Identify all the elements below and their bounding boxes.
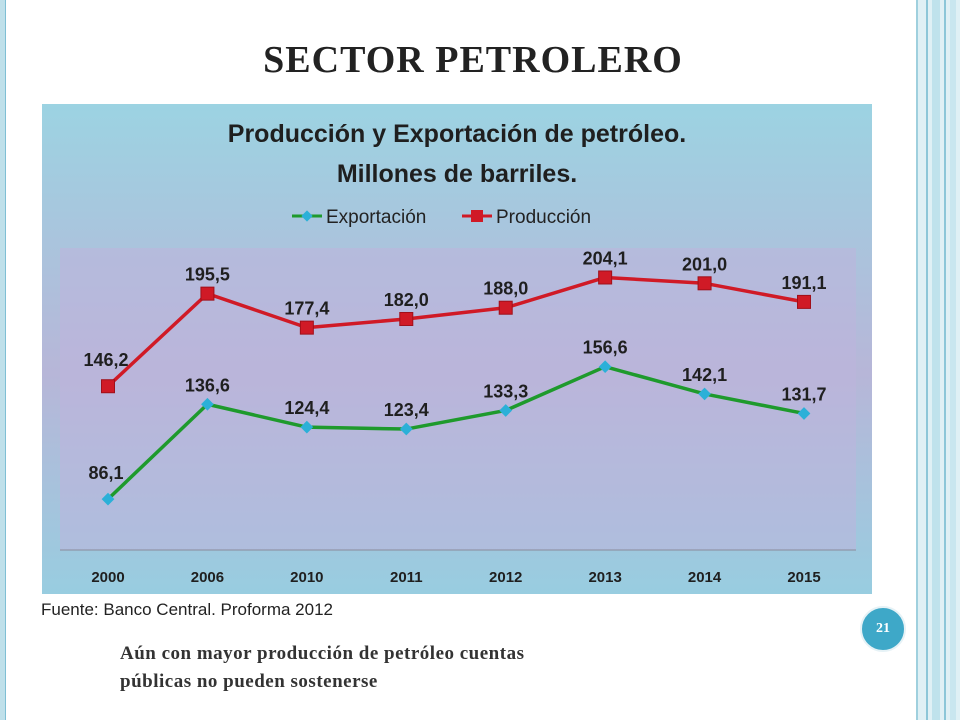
data-label-producción: 182,0 xyxy=(384,290,429,310)
x-tick-label: 2000 xyxy=(91,569,124,586)
data-label-producción: 195,5 xyxy=(185,265,230,285)
data-label-exportación: 86,1 xyxy=(88,463,123,483)
page-number-badge: 21 xyxy=(860,606,906,652)
data-point-produccion xyxy=(498,300,513,315)
data-label-producción: 191,1 xyxy=(781,273,826,293)
data-point-produccion xyxy=(399,311,414,326)
data-point-produccion xyxy=(598,270,613,285)
data-label-producción: 201,0 xyxy=(682,254,727,274)
right-decorative-bars xyxy=(916,0,960,720)
data-point-exportacion xyxy=(201,397,214,411)
conclusion-line-1: Aún con mayor producción de petróleo cue… xyxy=(120,643,525,664)
data-label-exportación: 124,4 xyxy=(284,398,329,418)
data-label-producción: 204,1 xyxy=(583,248,628,268)
x-tick-label: 2014 xyxy=(688,569,722,586)
data-label-exportación: 131,7 xyxy=(781,384,826,404)
legend-marker-square xyxy=(471,210,483,222)
legend-label-producción: Producción xyxy=(496,207,591,228)
data-label-producción: 177,4 xyxy=(284,299,329,319)
chart-container: Producción y Exportación de petróleo. Mil… xyxy=(42,104,872,594)
conclusion-text: Aún con mayor producción de petróleo cue… xyxy=(120,640,800,696)
line-chart: Producción y Exportación de petróleo. Mil… xyxy=(60,120,856,586)
data-point-produccion xyxy=(697,276,712,291)
data-label-exportación: 136,6 xyxy=(185,375,230,395)
data-label-producción: 146,2 xyxy=(83,350,128,370)
data-label-exportación: 133,3 xyxy=(483,381,528,401)
series-line-producción xyxy=(106,275,805,388)
data-label-exportación: 156,6 xyxy=(583,338,628,358)
chart-title-line-2: Millones de barriles. xyxy=(337,160,577,188)
data-point-produccion xyxy=(101,379,115,394)
series-line-exportación xyxy=(106,364,805,501)
data-point-produccion xyxy=(797,294,811,309)
x-tick-label: 2011 xyxy=(390,569,423,586)
chart-title-line-1: Producción y Exportación de petróleo. xyxy=(228,120,686,148)
data-label-producción: 188,0 xyxy=(483,279,528,299)
data-point-exportacion xyxy=(399,422,413,436)
x-tick-label: 2015 xyxy=(787,569,820,586)
data-label-exportación: 123,4 xyxy=(384,400,429,420)
x-tick-label: 2010 xyxy=(290,569,323,586)
data-point-produccion xyxy=(200,286,215,301)
conclusion-line-2: públicas no pueden sostenerse xyxy=(120,671,378,692)
x-tick-label: 2006 xyxy=(191,569,224,586)
left-decorative-bar xyxy=(0,0,6,720)
legend-marker-diamond xyxy=(301,210,313,222)
data-label-exportación: 142,1 xyxy=(682,365,727,385)
slide-title: SECTOR PETROLERO xyxy=(263,39,683,81)
x-tick-label: 2013 xyxy=(588,569,621,586)
legend-label-exportación: Exportación xyxy=(326,207,426,228)
data-point-exportacion xyxy=(499,404,513,417)
data-point-exportacion xyxy=(101,492,115,506)
x-tick-label: 2012 xyxy=(489,569,522,586)
source-note: Fuente: Banco Central. Proforma 2012 xyxy=(41,600,333,619)
data-point-exportacion xyxy=(300,420,314,434)
data-point-produccion xyxy=(299,320,314,335)
